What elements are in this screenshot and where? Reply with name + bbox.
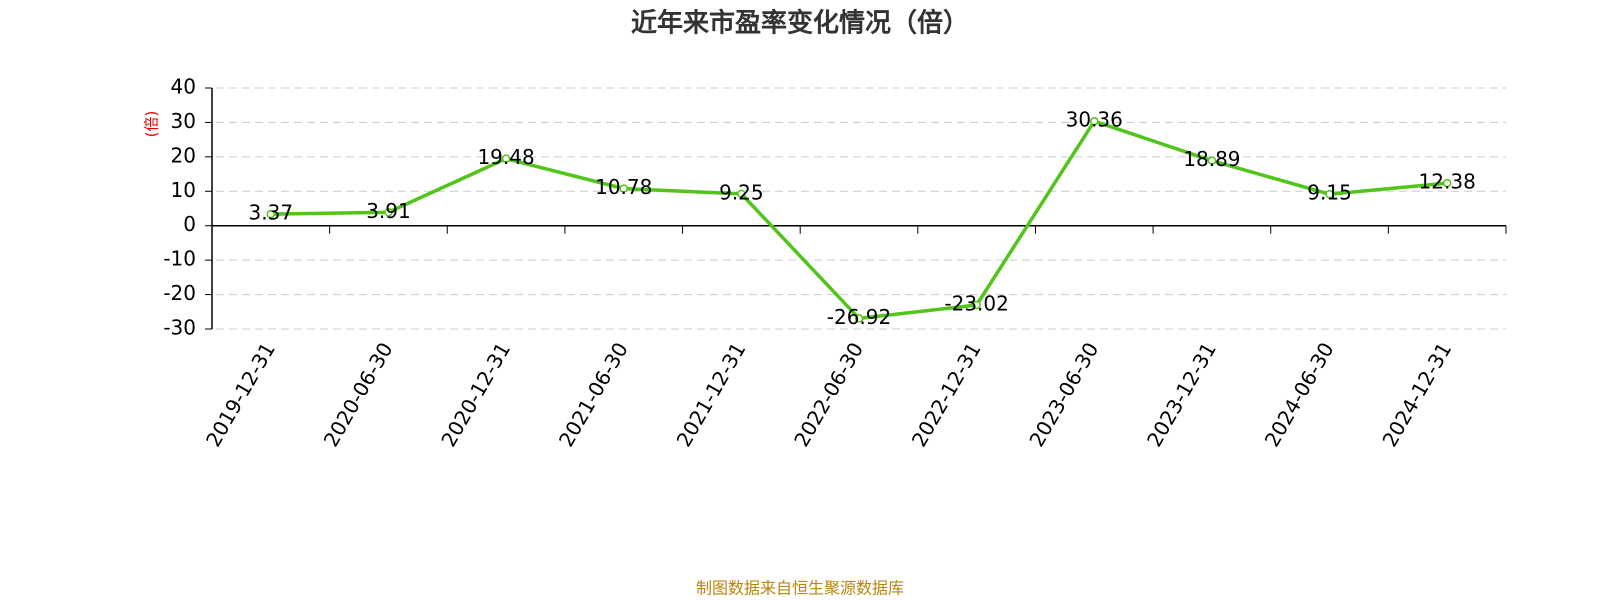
- x-tick-label: 2020-12-31: [436, 338, 515, 451]
- data-label: -26.92: [827, 305, 891, 329]
- x-tick-label: 2021-12-31: [672, 338, 751, 451]
- point: [737, 189, 746, 199]
- data-label: -23.02: [944, 291, 1008, 315]
- x-tick-label: 2023-12-31: [1142, 338, 1221, 451]
- x-tick-label: 2020-06-30: [319, 338, 398, 451]
- point: [1442, 178, 1452, 188]
- point: [501, 154, 511, 163]
- data-label: 9.15: [1307, 181, 1352, 205]
- x-tick-label: 2021-06-30: [554, 338, 633, 451]
- data-label: 30.36: [1066, 108, 1123, 132]
- y-tick-label: 30: [171, 109, 196, 133]
- data-label: 19.48: [477, 145, 534, 169]
- y-tick-label: -10: [163, 247, 196, 271]
- data-label: 10.78: [595, 175, 652, 199]
- data-label: 3.37: [249, 201, 294, 225]
- point: [384, 208, 393, 217]
- x-tick-label: 2024-12-31: [1377, 338, 1456, 451]
- line: [270, 119, 1448, 321]
- y-axis-label: (倍): [143, 111, 161, 138]
- data-label: 9.25: [719, 180, 764, 204]
- x-tick-label: 2022-06-30: [789, 338, 868, 451]
- point: [854, 314, 864, 323]
- x-tick-label: 2023-06-30: [1024, 338, 1103, 451]
- y-tick-label: 0: [183, 212, 196, 236]
- point: [1207, 156, 1217, 165]
- x-tick-label: 2024-06-30: [1260, 338, 1339, 451]
- x-tick-label: 2019-12-31: [201, 338, 280, 451]
- source-note: 制图数据来自恒生聚源数据库: [696, 579, 904, 598]
- point: [266, 209, 276, 219]
- y-tick-label: 20: [171, 143, 196, 167]
- point: [1090, 116, 1099, 126]
- y-tick-label: -20: [163, 281, 196, 305]
- data-label: 12.38: [1419, 170, 1476, 194]
- x-tick-label: 2022-12-31: [907, 338, 986, 451]
- y-tick-label: -30: [163, 316, 196, 340]
- point: [1325, 189, 1334, 199]
- y-tick-label: 10: [171, 178, 196, 202]
- point: [619, 184, 628, 193]
- point: [972, 300, 981, 310]
- data-label: 18.89: [1183, 147, 1240, 171]
- y-tick-label: 40: [171, 75, 196, 99]
- chart-title: 近年来市盈率变化情况（倍）: [631, 8, 969, 39]
- data-label: 3.91: [366, 199, 411, 223]
